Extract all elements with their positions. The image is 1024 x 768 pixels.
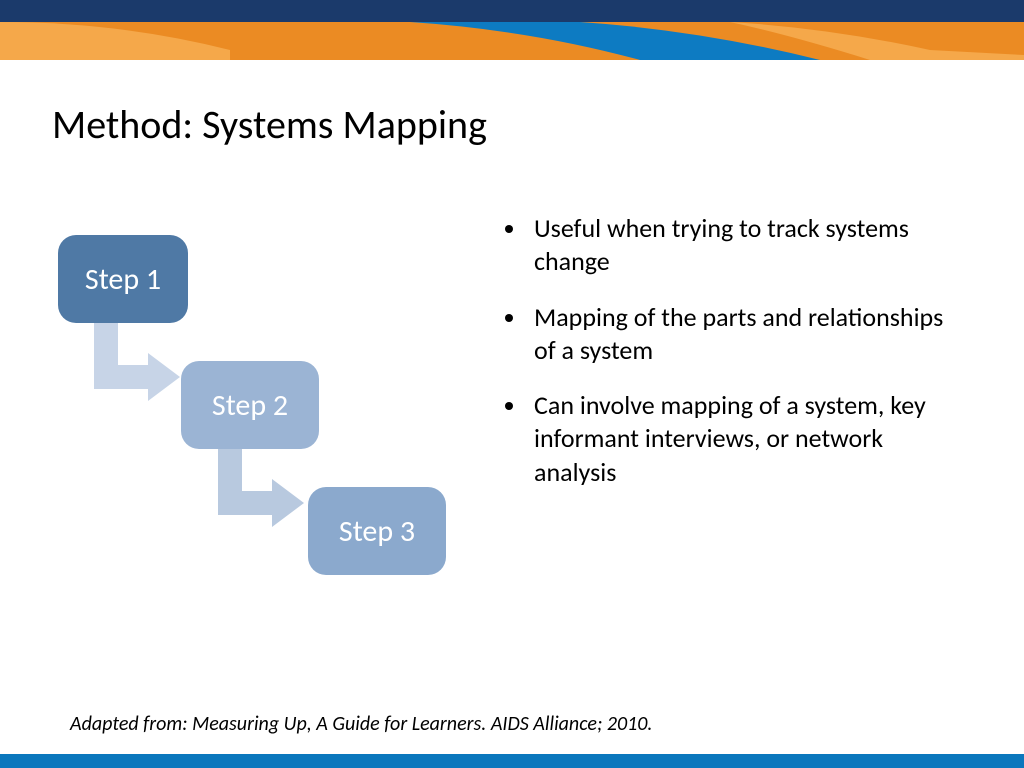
bullet-list: Useful when trying to track systems chan…: [500, 212, 970, 511]
step-arrow-icon: [210, 449, 310, 539]
slide: Method: Systems Mapping Useful when tryi…: [0, 0, 1024, 768]
step-arrow-icon: [86, 323, 186, 413]
slide-title: Method: Systems Mapping: [52, 100, 487, 149]
step-box-3: Step 3: [308, 487, 446, 575]
steps-diagram: Step 1 Step 2 Step 3: [58, 235, 478, 595]
bottom-banner: [0, 754, 1024, 768]
bullet-item: Can involve mapping of a system, key inf…: [528, 389, 970, 489]
step-box-2: Step 2: [181, 361, 319, 449]
top-banner: [0, 0, 1024, 60]
bullet-item: Useful when trying to track systems chan…: [528, 212, 970, 279]
citation-text: Adapted from: Measuring Up, A Guide for …: [70, 712, 652, 736]
step-box-1: Step 1: [58, 235, 188, 323]
bullet-item: Mapping of the parts and relationships o…: [528, 301, 970, 368]
